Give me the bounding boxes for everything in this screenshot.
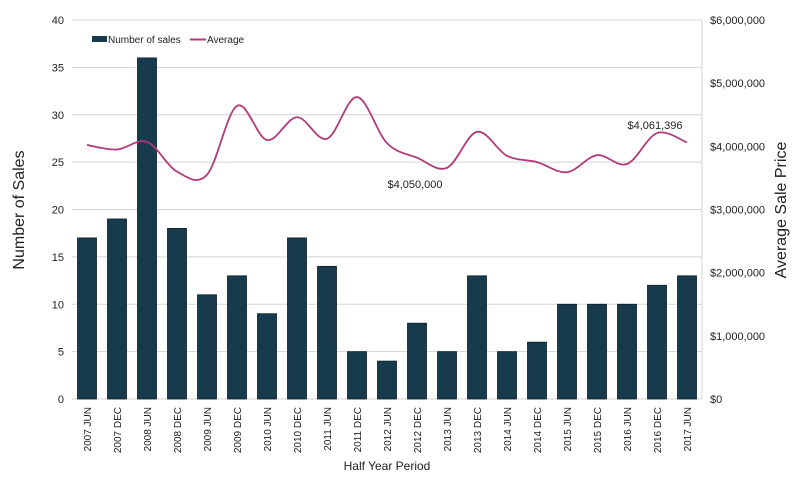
y-tick-label: 20 [52,205,64,217]
y-tick-label: 5 [58,347,64,359]
legend-swatch-bar [92,36,107,42]
bar [347,351,367,400]
bar [227,275,247,400]
x-tick-label: 2015 JUN [563,407,574,451]
x-tick-label: 2016 JUN [623,407,634,451]
x-tick-label: 2016 DEC [653,407,664,453]
x-tick-label: 2008 JUN [143,407,154,451]
y-right-tick-label: $0 [710,394,722,406]
legend-label-line: Average [207,35,245,46]
bar [77,237,97,400]
bar [407,322,427,400]
bar [197,294,217,400]
bar [287,237,307,400]
bar [377,360,397,400]
x-tick-label: 2007 JUN [83,407,94,451]
y-right-tick-label: $5,000,000 [710,78,765,90]
bar [617,303,637,400]
x-tick-label: 2009 JUN [203,407,214,451]
average-line-group [86,96,688,181]
x-tick-label: 2010 DEC [293,407,304,453]
y-right-tick-label: $3,000,000 [710,205,765,217]
bar [557,303,577,400]
x-axis-label: Half Year Period [344,459,431,473]
bar [677,275,697,400]
average-line [86,96,688,181]
gridlines [72,19,703,400]
y-right-tick-label: $1,000,000 [710,331,765,343]
bar [167,228,187,400]
legend: Number of sales Average [92,35,245,46]
x-tick-label: 2015 DEC [593,407,604,453]
bar [647,284,667,400]
bar [467,275,487,400]
data-label: $4,050,000 [387,179,442,191]
x-tick-label: 2014 DEC [533,407,544,453]
y-tick-label: 40 [52,15,64,27]
legend-label-bar: Number of sales [108,35,181,46]
y-right-tick-label: $6,000,000 [710,15,765,27]
data-label: $4,061,396 [627,120,682,132]
bar [137,57,157,400]
bar [107,218,127,400]
y-right-tick-label: $4,000,000 [710,141,765,153]
x-tick-label: 2008 DEC [173,407,184,453]
x-tick-label: 2009 DEC [233,407,244,453]
x-tick-label: 2011 JUN [323,407,334,451]
bar [527,341,547,400]
y-axis-label: Number of Sales [11,150,28,269]
bar [587,303,607,400]
x-tick-label: 2012 DEC [413,407,424,453]
annotations: $4,050,000 $4,061,396 [387,120,682,191]
x-axis-ticks: 2007 JUN 2007 DEC 2008 JUN 2008 DEC 2009 JUN… [83,407,694,453]
y-tick-label: 25 [52,157,64,169]
x-tick-label: 2010 JUN [263,407,274,451]
y-tick-label: 15 [52,252,64,264]
x-tick-label: 2011 DEC [353,407,364,452]
y-tick-label: 0 [58,394,64,406]
x-tick-label: 2012 JUN [383,407,394,451]
left-axis-ticks: 0 5 10 15 20 25 30 35 40 [52,15,64,406]
y-tick-label: 35 [52,62,64,74]
bar [437,351,457,400]
x-tick-label: 2017 JUN [683,407,694,451]
right-axis-ticks: $0 $1,000,000 $2,000,000 $3,000,000 $4,000,0… [710,15,765,406]
bar [257,313,277,400]
bars [77,57,697,400]
x-tick-label: 2014 JUN [503,407,514,451]
y-right-tick-label: $2,000,000 [710,268,765,280]
x-tick-label: 2007 DEC [113,407,124,453]
bar [497,351,517,400]
y-axis-right-label: Average Sale Price [773,142,790,279]
x-tick-label: 2013 JUN [443,407,454,451]
bar [317,265,337,400]
x-tick-label: 2013 DEC [473,407,484,453]
y-tick-label: 30 [52,110,64,122]
y-tick-label: 10 [52,299,64,311]
